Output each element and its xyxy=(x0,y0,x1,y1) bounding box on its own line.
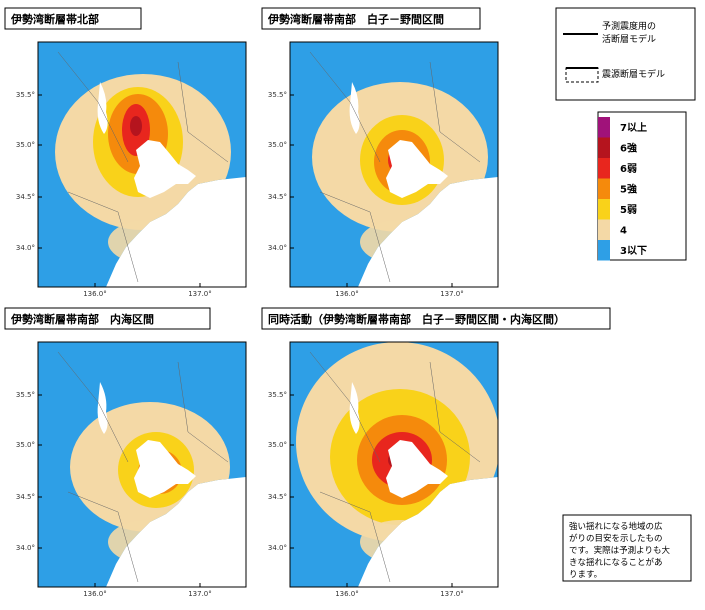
intensity-area xyxy=(130,116,142,136)
scale-label: 5強 xyxy=(620,183,637,196)
panel-title: 同時活動（伊勢湾断層帯南部 白子－野間区間・内海区間） xyxy=(268,312,565,326)
lat-label: 35.5° xyxy=(268,391,287,399)
scale-box xyxy=(597,111,687,261)
map: 35.5° 35.0° 34.5° 34.0° 136.0° 137.0° xyxy=(16,41,247,298)
bay xyxy=(134,140,196,198)
note-line: ります。 xyxy=(569,570,602,580)
lon-label: 137.0° xyxy=(188,290,212,298)
panel-title-box xyxy=(4,307,211,330)
lat-label: 35.0° xyxy=(268,141,287,149)
panel-title: 伊勢湾断層帯北部 xyxy=(10,12,99,26)
lon-label: 136.0° xyxy=(83,590,107,598)
note-line: きな揺れになることがあ xyxy=(569,557,663,568)
legend-text: 予測震度用の xyxy=(602,20,656,32)
lake xyxy=(349,382,360,434)
panel-title-box xyxy=(261,307,611,330)
borders xyxy=(309,51,481,283)
lon-label: 137.0° xyxy=(440,290,464,298)
scale-label: 5弱 xyxy=(620,204,637,216)
panel-title: 伊勢湾断層帯南部 内海区間 xyxy=(10,312,154,326)
scale-swatch xyxy=(598,219,610,240)
scale-label: 4 xyxy=(620,226,627,237)
lat-label: 34.5° xyxy=(268,193,287,201)
panel-title-box xyxy=(261,7,481,30)
legend-text: 活断層モデル xyxy=(602,33,656,45)
panel-title: 伊勢湾断層帯南部 白子－野間区間 xyxy=(267,12,444,26)
lat-label: 34.0° xyxy=(16,244,35,252)
lon-label: 136.0° xyxy=(335,590,359,598)
lon-label: 136.0° xyxy=(335,290,359,298)
lat-label: 35.5° xyxy=(268,91,287,99)
lon-label: 137.0° xyxy=(440,590,464,598)
lat-label: 34.0° xyxy=(16,544,35,552)
note-box xyxy=(562,514,692,582)
panel-title-box xyxy=(4,7,142,30)
scale-label: 7以上 xyxy=(620,121,647,134)
lat-label: 34.5° xyxy=(16,193,35,201)
borders xyxy=(309,351,481,583)
lon-label: 136.0° xyxy=(83,290,107,298)
borders xyxy=(57,351,229,583)
lat-label: 34.0° xyxy=(268,544,287,552)
scale-swatch xyxy=(598,137,610,158)
lat-label: 34.5° xyxy=(16,493,35,501)
bay xyxy=(386,440,448,498)
map-frame xyxy=(289,341,499,588)
map: 35.5° 35.0° 34.5° 34.0° 136.0° 137.0° xyxy=(268,341,499,598)
scale-label: 6強 xyxy=(620,142,637,155)
legend-box: 予測震度用の 活断層モデル 震源断層モデル xyxy=(555,7,696,101)
borders xyxy=(57,51,229,283)
lat-label: 35.0° xyxy=(268,441,287,449)
map-frame xyxy=(37,41,247,288)
map-frame xyxy=(289,41,499,288)
lat-label: 34.5° xyxy=(268,493,287,501)
lat-label: 35.0° xyxy=(16,141,35,149)
lake xyxy=(97,82,108,134)
scale-swatch xyxy=(598,199,610,220)
scale-swatch xyxy=(598,117,610,138)
lon-label: 137.0° xyxy=(188,590,212,598)
lat-label: 35.0° xyxy=(16,441,35,449)
bay xyxy=(386,140,448,198)
lat-label: 35.5° xyxy=(16,391,35,399)
lake xyxy=(97,382,108,434)
scale-swatch xyxy=(598,178,610,199)
bay xyxy=(134,440,196,498)
legend-text: 震源断層モデル xyxy=(602,68,665,80)
note-line: です。実際は予測よりも大 xyxy=(569,545,670,556)
lat-label: 34.0° xyxy=(268,244,287,252)
scale-swatch xyxy=(598,158,610,179)
scale-label: 6弱 xyxy=(620,163,637,175)
lat-label: 35.5° xyxy=(16,91,35,99)
lake xyxy=(349,82,360,134)
note-line: 強い揺れになる地域の広 xyxy=(569,521,663,532)
scale-label: 3以下 xyxy=(620,245,647,257)
note-line: がりの目安を示したもの xyxy=(569,533,663,544)
map-frame xyxy=(37,341,247,588)
map: 35.5° 35.0° 34.5° 34.0° 136.0° 137.0° xyxy=(16,341,247,598)
map: 35.5° 35.0° 34.5° 34.0° 136.0° 137.0° xyxy=(268,41,499,298)
scale-swatch xyxy=(598,240,610,261)
